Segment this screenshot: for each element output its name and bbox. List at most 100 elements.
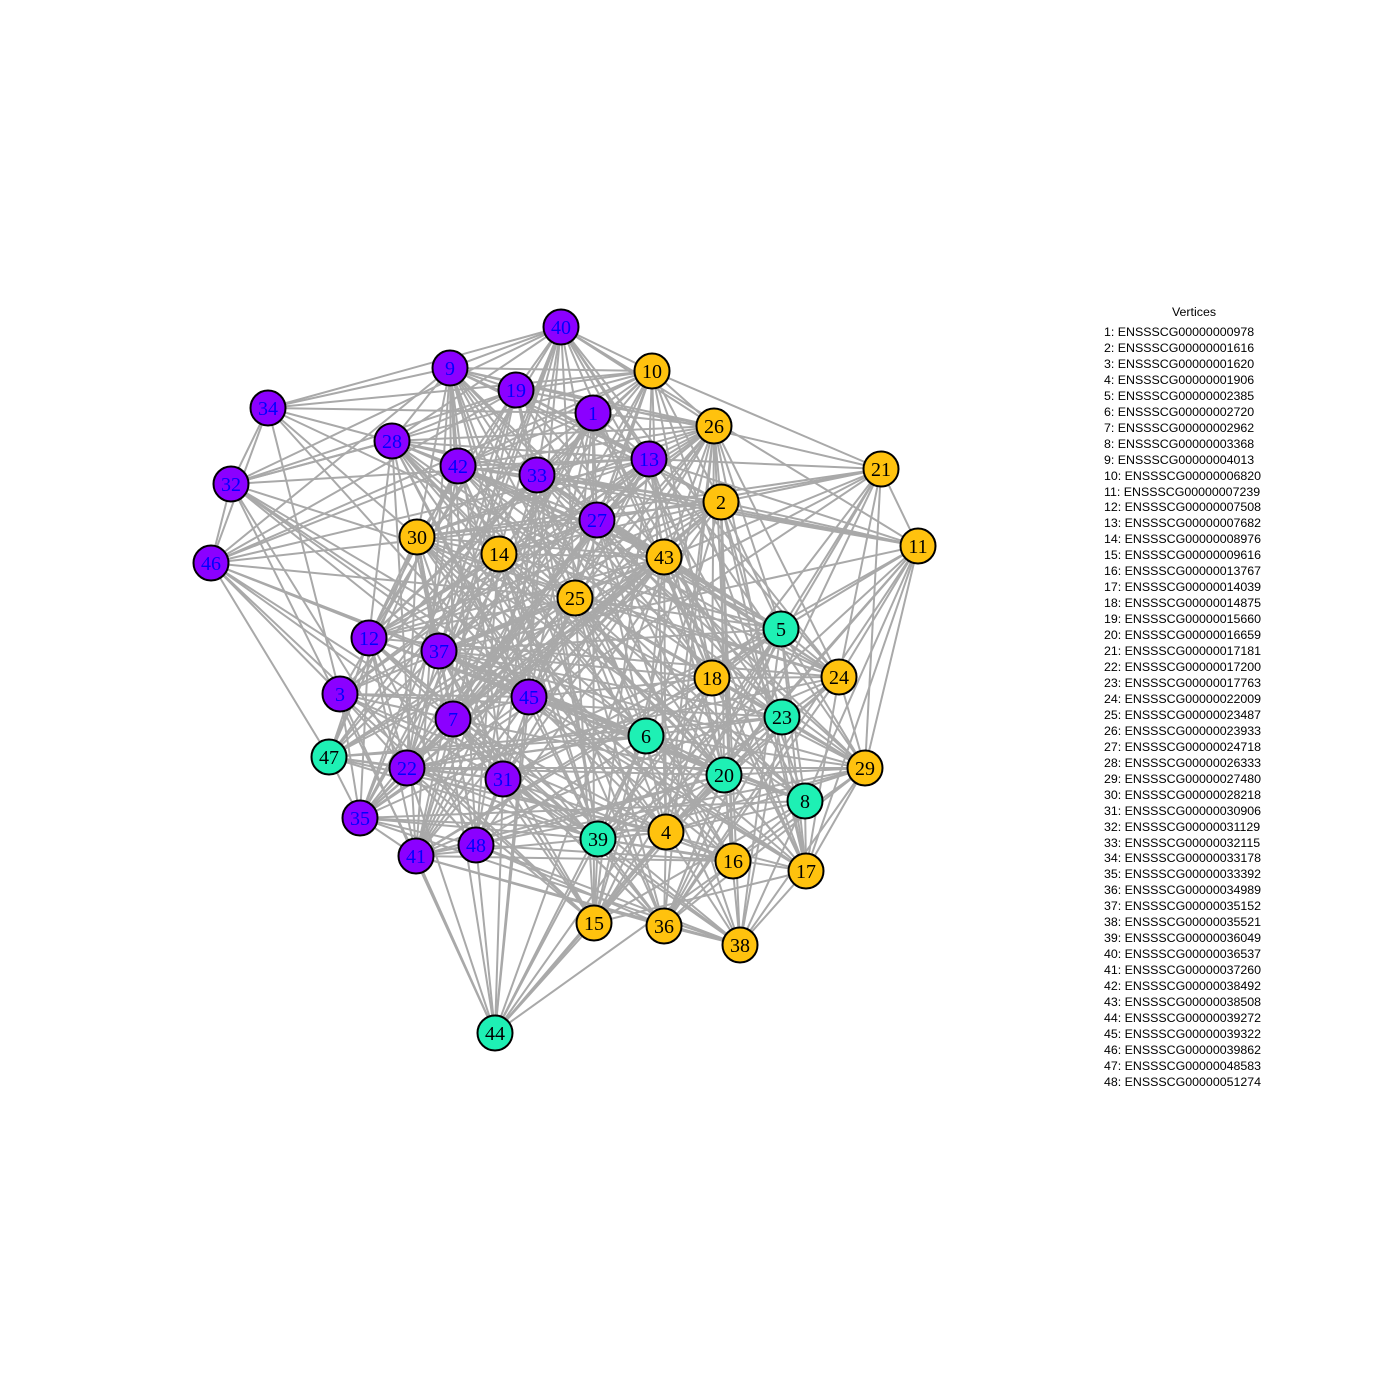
legend-item: 28: ENSSSCG00000026333 xyxy=(1098,756,1290,772)
node-label: 43 xyxy=(654,547,674,569)
node-12: 12 xyxy=(352,621,387,656)
node-35: 35 xyxy=(343,801,378,836)
legend-item: 32: ENSSSCG00000031129 xyxy=(1098,820,1290,836)
node-24: 24 xyxy=(822,660,857,695)
legend-item: 13: ENSSSCG00000007682 xyxy=(1098,516,1290,532)
legend-item: 44: ENSSSCG00000039272 xyxy=(1098,1011,1290,1027)
node-45: 45 xyxy=(512,680,547,715)
node-9: 9 xyxy=(433,351,468,386)
node-37: 37 xyxy=(422,634,457,669)
node-label: 34 xyxy=(258,398,278,420)
node-32: 32 xyxy=(214,467,249,502)
legend-item: 24: ENSSSCG00000022009 xyxy=(1098,692,1290,708)
node-label: 31 xyxy=(493,769,513,791)
legend-item: 31: ENSSSCG00000030906 xyxy=(1098,804,1290,820)
node-47: 47 xyxy=(312,740,347,775)
legend-item: 5: ENSSSCG00000002385 xyxy=(1098,389,1290,405)
edge xyxy=(360,638,369,818)
legend-item: 35: ENSSSCG00000033392 xyxy=(1098,867,1290,883)
node-48: 48 xyxy=(459,828,494,863)
node-31: 31 xyxy=(486,762,521,797)
node-label: 21 xyxy=(871,459,891,481)
legend-item: 47: ENSSSCG00000048583 xyxy=(1098,1059,1290,1075)
node-4: 4 xyxy=(649,815,684,850)
node-label: 37 xyxy=(429,641,449,663)
node-label: 10 xyxy=(642,361,662,383)
legend-item: 25: ENSSSCG00000023487 xyxy=(1098,708,1290,724)
legend-item: 11: ENSSSCG00000007239 xyxy=(1098,485,1290,501)
legend-item: 3: ENSSSCG00000001620 xyxy=(1098,357,1290,373)
legend-item: 9: ENSSSCG00000004013 xyxy=(1098,453,1290,469)
legend-item: 16: ENSSSCG00000013767 xyxy=(1098,564,1290,580)
node-8: 8 xyxy=(788,784,823,819)
node-label: 8 xyxy=(800,791,810,813)
legend-item: 7: ENSSSCG00000002962 xyxy=(1098,421,1290,437)
node-label: 19 xyxy=(506,380,526,402)
legend-item: 36: ENSSSCG00000034989 xyxy=(1098,883,1290,899)
legend-item: 48: ENSSSCG00000051274 xyxy=(1098,1075,1290,1091)
node-11: 11 xyxy=(901,529,936,564)
edge xyxy=(450,368,652,371)
node-2: 2 xyxy=(704,485,739,520)
node-3: 3 xyxy=(323,677,358,712)
legend-item: 41: ENSSSCG00000037260 xyxy=(1098,963,1290,979)
legend: Vertices 1: ENSSSCG00000000978 2: ENSSSCG… xyxy=(1098,302,1290,1091)
node-label: 30 xyxy=(407,527,427,549)
node-14: 14 xyxy=(482,537,517,572)
node-42: 42 xyxy=(441,449,476,484)
node-18: 18 xyxy=(695,661,730,696)
edge xyxy=(712,677,839,678)
node-label: 6 xyxy=(641,726,651,748)
node-16: 16 xyxy=(716,844,751,879)
legend-item: 29: ENSSSCG00000027480 xyxy=(1098,772,1290,788)
edge xyxy=(211,563,329,757)
node-label: 22 xyxy=(397,758,417,780)
node-label: 17 xyxy=(796,861,816,883)
node-15: 15 xyxy=(577,906,612,941)
legend-item: 33: ENSSSCG00000032115 xyxy=(1098,836,1290,852)
node-label: 9 xyxy=(445,358,455,380)
edge xyxy=(416,856,495,1033)
node-label: 26 xyxy=(704,416,724,438)
node-5: 5 xyxy=(764,612,799,647)
node-41: 41 xyxy=(399,839,434,874)
legend-item: 4: ENSSSCG00000001906 xyxy=(1098,373,1290,389)
legend-item: 26: ENSSSCG00000023933 xyxy=(1098,724,1290,740)
legend-item: 14: ENSSSCG00000008976 xyxy=(1098,532,1290,548)
legend-item: 10: ENSSSCG00000006820 xyxy=(1098,469,1290,485)
legend-item: 40: ENSSSCG00000036537 xyxy=(1098,947,1290,963)
node-22: 22 xyxy=(390,751,425,786)
node-label: 46 xyxy=(201,553,221,575)
node-40: 40 xyxy=(544,310,579,345)
node-label: 3 xyxy=(335,684,345,706)
node-26: 26 xyxy=(697,409,732,444)
node-label: 28 xyxy=(382,431,402,453)
node-label: 35 xyxy=(350,808,370,830)
node-label: 5 xyxy=(776,619,786,641)
node-36: 36 xyxy=(647,909,682,944)
legend-item: 19: ENSSSCG00000015660 xyxy=(1098,612,1290,628)
node-39: 39 xyxy=(581,822,616,857)
legend-item: 15: ENSSSCG00000009616 xyxy=(1098,548,1290,564)
node-label: 25 xyxy=(565,588,585,610)
legend-item: 42: ENSSSCG00000038492 xyxy=(1098,979,1290,995)
node-label: 23 xyxy=(772,707,792,729)
node-label: 11 xyxy=(908,536,927,558)
legend-item: 18: ENSSSCG00000014875 xyxy=(1098,596,1290,612)
node-13: 13 xyxy=(632,442,667,477)
node-27: 27 xyxy=(580,503,615,538)
node-23: 23 xyxy=(765,700,800,735)
legend-item: 2: ENSSSCG00000001616 xyxy=(1098,341,1290,357)
legend-item: 38: ENSSSCG00000035521 xyxy=(1098,915,1290,931)
node-label: 1 xyxy=(588,403,598,425)
legend-item: 45: ENSSSCG00000039322 xyxy=(1098,1027,1290,1043)
node-label: 32 xyxy=(221,474,241,496)
node-label: 40 xyxy=(551,317,571,339)
legend-item: 1: ENSSSCG00000000978 xyxy=(1098,325,1290,341)
node-10: 10 xyxy=(635,354,670,389)
node-label: 24 xyxy=(829,667,849,689)
node-label: 29 xyxy=(855,758,875,780)
node-19: 19 xyxy=(499,373,534,408)
legend-item: 6: ENSSSCG00000002720 xyxy=(1098,405,1290,421)
